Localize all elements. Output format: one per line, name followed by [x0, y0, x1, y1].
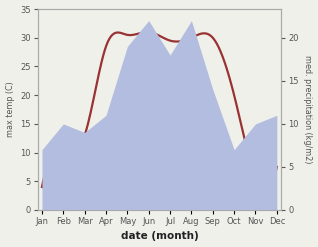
- Y-axis label: max temp (C): max temp (C): [5, 82, 15, 137]
- X-axis label: date (month): date (month): [121, 231, 198, 242]
- Y-axis label: med. precipitation (kg/m2): med. precipitation (kg/m2): [303, 55, 313, 164]
